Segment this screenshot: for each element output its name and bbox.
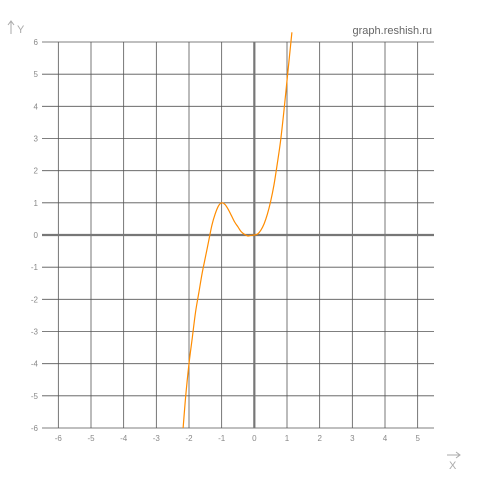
x-tick-label: -2	[185, 434, 193, 443]
y-axis-label: Y	[17, 24, 25, 36]
y-tick-labels: 6 5 4 3 2 1 0 -1 -2 -3 -4 -5 -6	[31, 38, 39, 433]
y-tick-label: 2	[34, 167, 39, 176]
x-tick-label: 4	[383, 434, 388, 443]
y-tick-label: -6	[31, 424, 39, 433]
y-tick-label: 6	[34, 38, 39, 47]
y-tick-label: 1	[34, 199, 39, 208]
y-tick-label: -2	[31, 295, 39, 304]
y-tick-label: 4	[34, 102, 39, 111]
x-axis-label: X	[449, 460, 457, 472]
function-curve	[182, 32, 293, 429]
watermark: graph.reshish.ru	[353, 25, 433, 37]
y-tick-label: -3	[31, 328, 39, 337]
y-tick-label: 3	[34, 135, 39, 144]
x-tick-labels: -6 -5 -4 -3 -2 -1 0 1 2 3 4 5	[55, 434, 421, 443]
x-tick-label: 3	[350, 434, 355, 443]
x-tick-label: 0	[252, 434, 257, 443]
x-tick-label: 5	[415, 434, 420, 443]
x-tick-label: -4	[120, 434, 128, 443]
x-tick-label: -6	[55, 434, 63, 443]
y-tick-label: -4	[31, 360, 39, 369]
x-tick-label: 2	[317, 434, 322, 443]
axes	[42, 42, 434, 428]
x-tick-label: -5	[87, 434, 95, 443]
y-tick-label: -5	[31, 392, 39, 401]
horizontal-grid-lines	[42, 41, 434, 429]
x-tick-label: 1	[285, 434, 290, 443]
y-axis-arrow-icon	[7, 20, 15, 34]
x-tick-label: -1	[218, 434, 226, 443]
x-tick-label: -3	[153, 434, 161, 443]
y-tick-label: -1	[31, 263, 39, 272]
y-tick-label: 0	[34, 231, 39, 240]
x-axis-arrow-icon	[447, 451, 461, 459]
y-tick-label: 5	[34, 70, 39, 79]
